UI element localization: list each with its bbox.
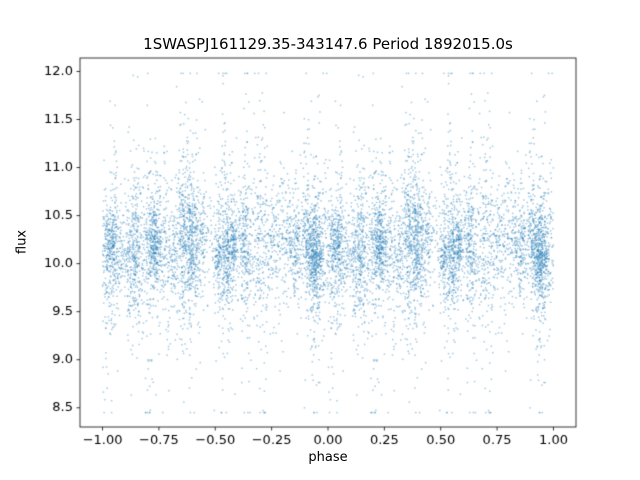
chart-title: 1SWASPJ161129.35-343147.6 Period 1892015… bbox=[143, 35, 513, 53]
y-axis-label: flux bbox=[14, 229, 30, 255]
x-axis-label: phase bbox=[308, 450, 348, 465]
